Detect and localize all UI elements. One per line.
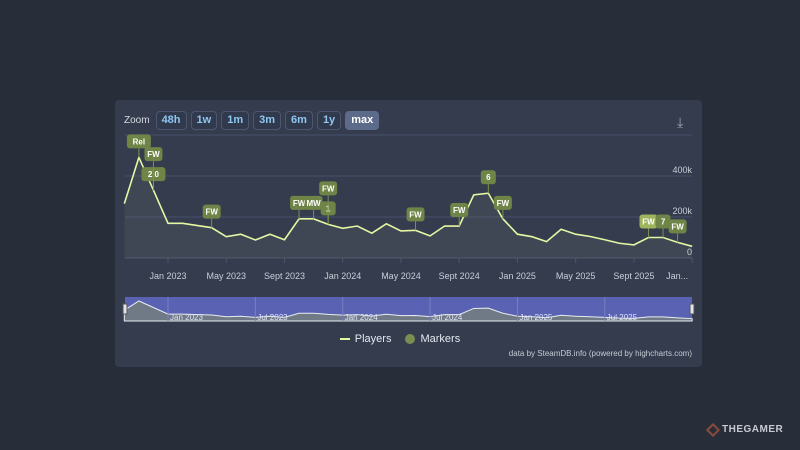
marker-label: FW	[497, 199, 510, 208]
marker-label: FW	[293, 199, 306, 208]
x-tick-label: Sept 2024	[439, 271, 480, 281]
x-tick-label: Jan 2025	[499, 271, 536, 281]
zoom-1m-button[interactable]: 1m	[221, 111, 250, 130]
navigator-tick-label: Jul 2023	[257, 313, 288, 322]
zoom-toolbar: Zoom 48h 1w 1m 3m 6m 1y max	[124, 111, 380, 130]
marker-label: FW	[671, 222, 684, 231]
navigator-tick-label: Jul 2024	[432, 313, 463, 322]
marker-flag	[319, 181, 338, 196]
marker-flag	[126, 134, 151, 149]
marker-flag	[668, 219, 687, 234]
series-area	[124, 157, 693, 258]
marker-flag	[304, 195, 323, 210]
legend-players[interactable]: Players	[339, 333, 392, 345]
watermark-text: THEGAMER	[722, 424, 784, 435]
x-tick-label: Sept 2023	[264, 271, 305, 281]
marker-flag	[406, 207, 425, 222]
navigator-tick-label: Jan 2024	[345, 313, 378, 322]
navigator-series	[123, 300, 693, 322]
navigator-handle-left[interactable]	[122, 303, 128, 315]
marker-label: Rel	[133, 137, 145, 146]
x-tick-label: Jan...	[666, 271, 688, 281]
chart-panel	[115, 100, 702, 367]
zoom-6m-button[interactable]: 6m	[285, 111, 313, 130]
legend-markers[interactable]: Markers	[405, 333, 460, 345]
navigator-tick-label: Jul 2025	[607, 313, 638, 322]
marker-flag	[290, 195, 309, 210]
marker-flag	[450, 203, 469, 218]
marker-label: FW	[453, 206, 466, 215]
zoom-48h-button[interactable]: 48h	[155, 111, 187, 130]
marker-flag	[480, 170, 496, 185]
marker-label: FW	[147, 150, 160, 159]
zoom-1y-button[interactable]: 1y	[316, 111, 342, 130]
navigator-tick-label: Jan 2023	[170, 313, 203, 322]
y-tick-label: 400k	[672, 165, 692, 175]
logo-icon	[705, 422, 721, 437]
marker-label: FW	[409, 210, 422, 219]
navigator-handle-right[interactable]	[689, 303, 695, 315]
marker-label: 6	[486, 173, 491, 182]
legend-players-label: Players	[354, 333, 392, 345]
zoom-label: Zoom	[124, 115, 150, 126]
navigator-tick-label: Jan 2025	[519, 313, 552, 322]
line-icon	[339, 338, 350, 340]
marker-flag	[144, 147, 163, 162]
credits[interactable]: data by SteamDB.info (powered by highcha…	[508, 349, 692, 358]
x-tick-label: May 2025	[556, 271, 596, 281]
marker-flag	[639, 214, 658, 229]
marker-label: FW	[642, 218, 655, 227]
legend-markers-label: Markers	[420, 333, 461, 345]
marker-flag	[655, 214, 671, 229]
x-tick-label: Sept 2025	[613, 271, 654, 281]
x-tick-label: Jan 2024	[324, 271, 361, 281]
dot-icon	[405, 334, 416, 344]
legend: Players Markers	[0, 333, 800, 345]
marker-label: MW	[306, 199, 321, 208]
marker-label: FW	[205, 208, 218, 217]
y-tick-label: 200k	[672, 206, 692, 216]
marker-flag	[202, 204, 221, 219]
zoom-1w-button[interactable]: 1w	[190, 111, 218, 130]
x-tick-label: Jan 2023	[149, 271, 186, 281]
marker-flag	[493, 195, 512, 210]
download-icon[interactable]: ⤓	[677, 114, 684, 130]
zoom-max-button[interactable]: max	[345, 111, 380, 130]
x-tick-label: May 2024	[381, 271, 421, 281]
marker-label: 7	[661, 218, 666, 227]
marker-label: FW	[322, 184, 335, 193]
watermark-logo: THEGAMER	[705, 422, 784, 437]
zoom-3m-button[interactable]: 3m	[253, 111, 282, 130]
y-tick-label: 0	[687, 247, 692, 257]
x-tick-label: May 2023	[206, 271, 246, 281]
